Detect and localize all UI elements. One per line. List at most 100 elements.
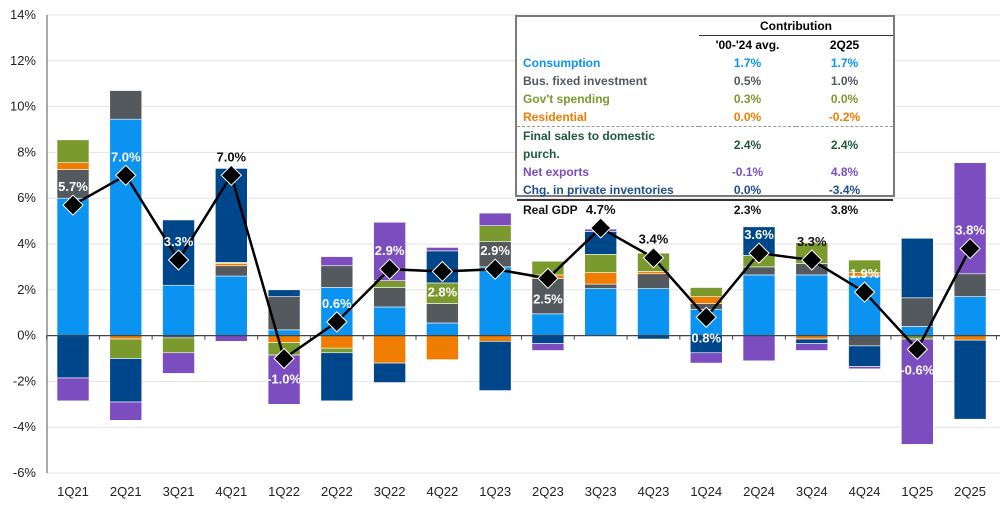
bar-segment-consumption (531, 313, 565, 336)
y-tick-label: -6% (13, 465, 37, 480)
bar-segment-gov-t-spending (162, 337, 195, 354)
legend-row: Bus. fixed investment 0.5% 1.0% (517, 72, 893, 90)
bar-segment-bus-fixed-investment (215, 265, 248, 277)
bar-segment-net-exports (742, 335, 776, 362)
gdp-data-label: 3.8% (955, 223, 985, 238)
legend-label: Residential (523, 110, 588, 124)
legend-label: Real GDP (517, 199, 699, 219)
legend-value: -0.2% (828, 110, 861, 124)
bar-segment-bus-fixed-investment (426, 303, 459, 324)
gdp-marker (273, 347, 295, 370)
bar-segment-consumption (267, 329, 301, 336)
x-tick-label: 3Q24 (796, 484, 828, 499)
gdp-data-label: 0.6% (322, 296, 352, 311)
bar-segment-chg-in-private-inventories (56, 335, 90, 379)
gdp-data-label: 3.6% (744, 227, 774, 242)
y-tick-label: 6% (17, 190, 36, 205)
bar-segment-chg-in-private-inventories (320, 352, 354, 402)
x-tick-label: 2Q24 (743, 484, 775, 499)
bar-segment-bus-fixed-investment (901, 297, 934, 327)
bar-segment-consumption (953, 296, 987, 336)
legend-value: 2.4% (699, 126, 796, 163)
x-tick-label: 3Q23 (585, 484, 617, 499)
bar-segment-gov-t-spending (109, 338, 143, 359)
x-tick-label: 1Q22 (268, 484, 300, 499)
legend-value: 0.0% (733, 110, 762, 124)
bar-segment-chg-in-private-inventories (848, 345, 881, 367)
gdp-data-label: 2.9% (375, 243, 405, 258)
legend-row: Real GDP 2.3% 3.8% (517, 199, 893, 219)
legend-label: Final sales to domestic purch. (517, 126, 699, 163)
bar-segment-chg-in-private-inventories (795, 338, 829, 344)
x-tick-label: 4Q23 (638, 484, 670, 499)
gdp-data-label: -0.6% (900, 362, 934, 377)
y-tick-label: 4% (17, 236, 36, 251)
legend-value: 2.4% (796, 126, 893, 163)
legend-value: 0.0% (830, 92, 859, 106)
bar-segment-bus-fixed-investment (848, 335, 881, 347)
bar-segment-gov-t-spending (56, 139, 90, 164)
bar-segment-bus-fixed-investment (637, 273, 670, 289)
gdp-data-label: 2.5% (533, 291, 563, 306)
bar-segment-consumption (584, 288, 618, 336)
x-tick-label: 1Q21 (57, 484, 89, 499)
legend-value: 2.3% (699, 199, 796, 219)
gdp-data-label: 3.4% (639, 232, 669, 247)
legend-value: 1.7% (733, 56, 762, 70)
bar-segment-net-exports (689, 352, 723, 364)
bar-segment-bus-fixed-investment (584, 283, 618, 289)
legend-value: 0.0% (733, 183, 762, 197)
legend-row: Gov't spending 0.3% 0.0% (517, 90, 893, 108)
legend-value: -3.4% (828, 183, 861, 197)
bar-segment-consumption (637, 288, 670, 336)
bar-segment-net-exports (320, 256, 354, 267)
x-tick-label: 4Q21 (215, 484, 247, 499)
bar-segment-net-exports (531, 343, 565, 351)
bar-segment-chg-in-private-inventories (267, 289, 301, 297)
gdp-marker (589, 217, 612, 239)
bar-segment-residential (56, 162, 90, 170)
gdp-data-label: 5.7% (58, 179, 88, 194)
x-tick-label: 1Q23 (479, 484, 511, 499)
y-tick-label: 8% (17, 144, 36, 159)
gdp-marker (220, 164, 243, 187)
bar-segment-gov-t-spending (689, 287, 723, 297)
gdp-marker (537, 267, 559, 290)
gdp-data-label: -1.0% (267, 372, 301, 387)
bar-segment-consumption (742, 274, 776, 336)
bar-segment-residential (373, 335, 406, 364)
legend-value: 0.5% (733, 74, 762, 88)
real-gdp-line (72, 172, 972, 361)
bar-segment-residential (478, 335, 512, 342)
legend-row: Residential 0.0% -0.2% (517, 108, 893, 127)
legend-value: 1.7% (830, 56, 859, 70)
bar-segment-bus-fixed-investment (953, 273, 987, 297)
bar-segment-gov-t-spending (584, 254, 618, 273)
bar-segment-chg-in-private-inventories (478, 341, 512, 391)
bar-segment-bus-fixed-investment (373, 287, 406, 308)
legend-label: Bus. fixed investment (523, 74, 648, 88)
bar-segment-consumption (795, 274, 829, 336)
x-tick-label: 1Q24 (690, 484, 722, 499)
legend-value: -0.1% (731, 165, 764, 179)
x-tick-label: 2Q22 (321, 484, 353, 499)
bar-segment-gov-t-spending (848, 259, 881, 273)
y-tick-label: 0% (17, 328, 36, 343)
gdp-marker (906, 338, 929, 361)
gdp-marker (378, 258, 401, 280)
legend-label: Gov't spending (523, 92, 610, 106)
quarter-column-header: 2Q25 (829, 38, 860, 52)
bar-segment-net-exports (478, 212, 512, 226)
bar-segment-chg-in-private-inventories (953, 339, 987, 420)
legend-row: Chg. in private inventories 0.0% -3.4% (517, 181, 893, 200)
bar-segment-net-exports (426, 247, 459, 252)
bar-segment-net-exports (848, 366, 881, 370)
gdp-data-label: 7.0% (111, 149, 141, 164)
x-tick-label: 2Q21 (110, 484, 142, 499)
y-tick-label: -2% (13, 373, 37, 388)
contribution-table: Contribution '00-'24 avg. 2Q25 Consumptio… (515, 15, 895, 219)
bar-segment-consumption (109, 118, 143, 336)
gdp-marker (959, 237, 981, 260)
legend-row: Final sales to domestic purch. 2.4% 2.4% (517, 126, 893, 163)
